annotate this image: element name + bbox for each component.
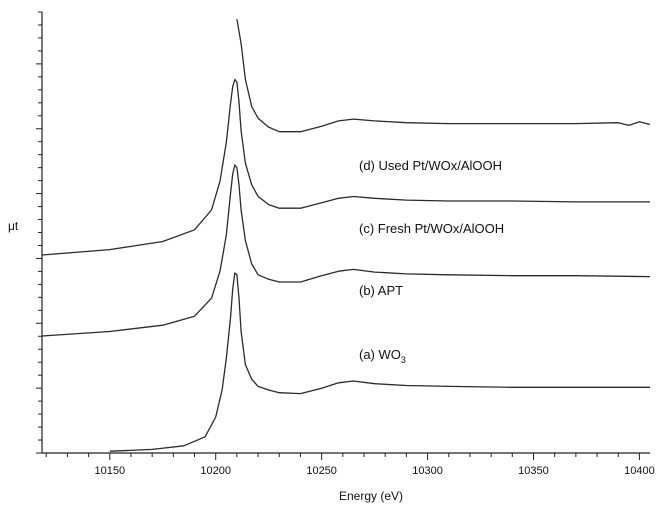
x-tick-label: 10150 <box>94 465 125 477</box>
x-tick-label: 10350 <box>518 465 549 477</box>
axes: 10150 10200 10250 10300 10350 10400 <box>36 11 655 477</box>
x-tick-label: 10400 <box>624 465 655 477</box>
series-label-2: (b) APT <box>359 283 403 298</box>
series-label-1: (a) WO3 <box>359 347 406 365</box>
series-line-4 <box>236 19 651 133</box>
series-label-3: (c) Fresh Pt/WOx/AlOOH <box>359 221 504 236</box>
y-axis-ticks <box>36 11 42 454</box>
x-tick-label: 10250 <box>306 465 337 477</box>
series-curves <box>41 19 651 452</box>
x-axis-ticks: 10150 10200 10250 10300 10350 10400 <box>45 453 655 477</box>
series-labels: (a) WO3 (b) APT (c) Fresh Pt/WOx/AlOOH (d) … <box>359 158 504 365</box>
series-line-3 <box>41 78 650 256</box>
series-line-2 <box>41 164 651 337</box>
series-label-4: (d) Used Pt/WOx/AlOOH <box>359 158 502 173</box>
x-tick-label: 10300 <box>412 465 443 477</box>
x-axis-label: Energy (eV) <box>339 489 403 503</box>
y-axis-label: μt <box>8 219 19 233</box>
series-line-1 <box>109 272 650 452</box>
x-tick-label: 10200 <box>200 465 231 477</box>
